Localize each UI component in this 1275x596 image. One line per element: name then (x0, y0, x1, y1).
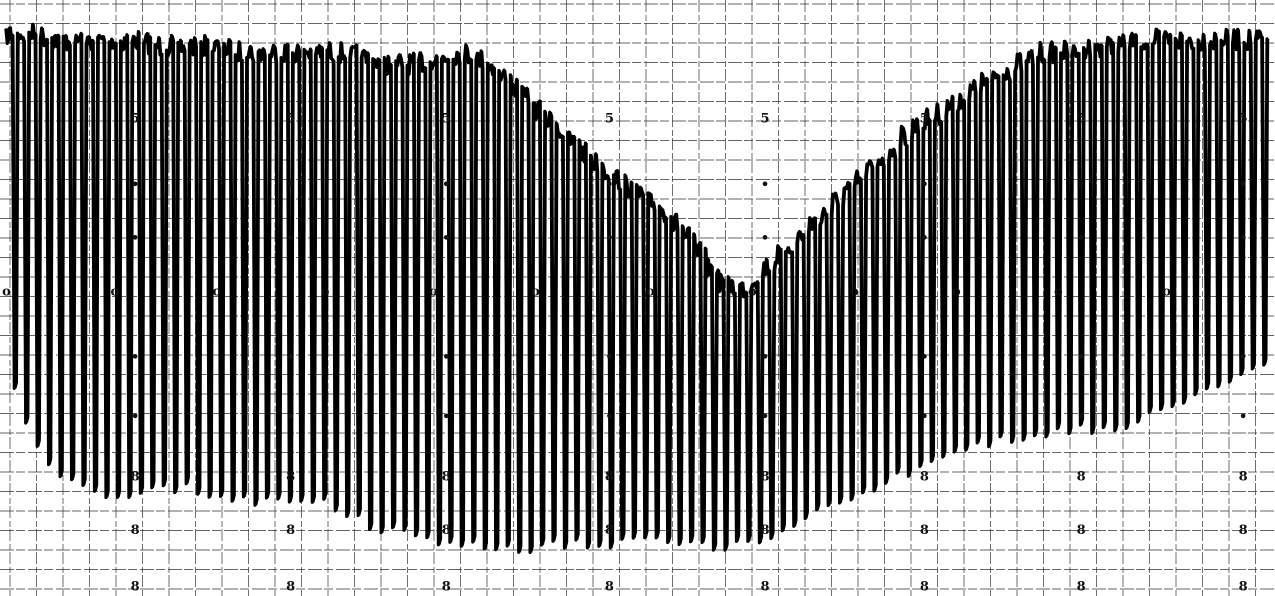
marker-label: • (287, 410, 295, 425)
marker-label: 8 (760, 580, 769, 595)
marker-label: 5 (760, 112, 769, 127)
marker-label: 8 (1239, 523, 1248, 538)
marker-label: 8 (1077, 580, 1086, 595)
marker-label: • (131, 231, 139, 246)
marker-label: o (952, 285, 961, 300)
marker-label: 8 (286, 523, 295, 538)
marker-label: • (1239, 410, 1247, 425)
marker-label: 8 (920, 580, 929, 595)
marker-label: o (321, 285, 330, 300)
marker-label: 5 (286, 112, 295, 127)
marker-label: • (605, 350, 613, 365)
marker-label: • (1239, 231, 1247, 246)
marker-label: 5 (1239, 112, 1248, 127)
marker-label: 8 (286, 580, 295, 595)
marker-label: • (1239, 177, 1247, 192)
marker-label: • (761, 410, 769, 425)
marker-label: • (131, 177, 139, 192)
marker-label: 8 (1077, 523, 1086, 538)
marker-label: • (605, 231, 613, 246)
marker-label: o (748, 285, 757, 300)
marker-label: • (131, 410, 139, 425)
marker-label: o (850, 285, 859, 300)
marker-label: o (110, 285, 119, 300)
marker-label: • (1077, 177, 1085, 192)
marker-label: o (646, 285, 655, 300)
marker-label: 8 (131, 523, 140, 538)
marker-label: • (1077, 350, 1085, 365)
waveform-line (4, 22, 1269, 555)
marker-label: • (920, 410, 928, 425)
marker-label: 8 (920, 469, 929, 484)
marker-label: • (442, 350, 450, 365)
marker-label: • (287, 177, 295, 192)
marker-label: • (920, 350, 928, 365)
marker-label: • (1239, 350, 1247, 365)
marker-label: • (920, 177, 928, 192)
marker-label: 8 (605, 523, 614, 538)
marker-label: o (1054, 285, 1063, 300)
marker-label: 8 (760, 469, 769, 484)
marker-label: • (287, 350, 295, 365)
oscillation-trace (4, 22, 1270, 555)
marker-label: 8 (1239, 580, 1248, 595)
marker-label: o (2, 285, 11, 300)
marker-label: 8 (442, 580, 451, 595)
marker-label: • (1077, 231, 1085, 246)
marker-label: 8 (1239, 469, 1248, 484)
marker-label: o (1162, 285, 1171, 300)
waveform-line-shadow (7, 24, 1270, 553)
marker-label: 5 (1077, 112, 1086, 127)
marker-label: • (605, 410, 613, 425)
marker-label: 8 (920, 523, 929, 538)
marker-label: • (1077, 410, 1085, 425)
marker-label: 8 (1077, 469, 1086, 484)
marker-label: 5 (920, 112, 929, 127)
marker-label: • (605, 177, 613, 192)
marker-label: 8 (286, 469, 295, 484)
marker-label: 8 (442, 469, 451, 484)
marker-label: 8 (605, 580, 614, 595)
marker-label: • (761, 177, 769, 192)
marker-label: • (761, 231, 769, 246)
marker-label: • (442, 231, 450, 246)
marker-label: • (131, 350, 139, 365)
marker-label: • (761, 350, 769, 365)
marker-label: 8 (605, 469, 614, 484)
marker-label: 5 (442, 112, 451, 127)
marker-label: o (212, 285, 221, 300)
marker-label: • (287, 231, 295, 246)
marker-label: o (531, 285, 540, 300)
marker-labels: 5 5 5 5 5 5 5 5 • • • • • • • • • • • • • • • • o o o o o o o o o o o o • • • •… (2, 112, 1248, 595)
marker-label: 8 (131, 580, 140, 595)
marker-label: 5 (605, 112, 614, 127)
marker-label: • (442, 177, 450, 192)
marker-label: 5 (131, 112, 140, 127)
marker-label: 8 (131, 469, 140, 484)
marker-label: 8 (760, 523, 769, 538)
marker-label: o (429, 285, 438, 300)
marker-label: • (442, 410, 450, 425)
marker-label: 8 (442, 523, 451, 538)
marker-label: • (920, 231, 928, 246)
